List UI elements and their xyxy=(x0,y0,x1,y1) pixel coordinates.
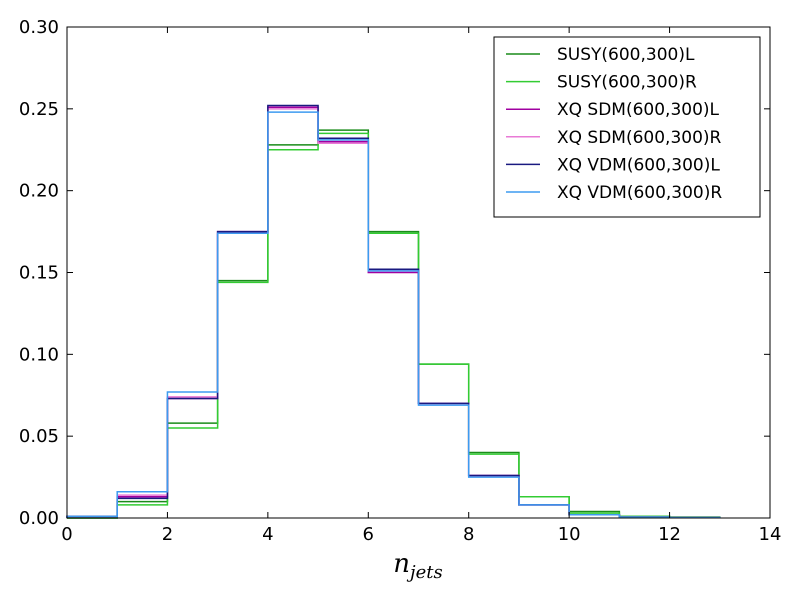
x-tick-label: 12 xyxy=(658,524,681,545)
legend-label-3: XQ SDM(600,300)L xyxy=(557,100,720,120)
x-axis-label-subscript: jets xyxy=(406,562,443,583)
y-tick-label: 0.00 xyxy=(19,508,59,529)
series-line-6 xyxy=(66,111,721,519)
x-axis-label-base: n xyxy=(393,549,410,579)
x-tick-label: 8 xyxy=(463,524,474,545)
x-tick-label: 14 xyxy=(759,524,782,545)
y-tick-label: 0.15 xyxy=(19,263,59,284)
legend-label-5: XQ VDM(600,300)L xyxy=(557,155,720,175)
x-tick-label: 2 xyxy=(162,524,173,545)
legend-label-6: XQ VDM(600,300)R xyxy=(557,183,722,203)
ticks-layer: 0 2 4 6 8 10 12 14 0.00 0.05 0.10 0.15 0.20 0.25 0.30 xyxy=(19,17,782,545)
legend-label-2: SUSY(600,300)R xyxy=(557,73,697,93)
x-tick-label: 10 xyxy=(558,524,581,545)
y-tick-label: 0.05 xyxy=(19,426,59,447)
y-tick-label: 0.10 xyxy=(19,344,59,365)
series-layer xyxy=(66,104,721,519)
legend: SUSY(600,300)L SUSY(600,300)R XQ SDM(600,3… xyxy=(493,36,761,218)
y-tick-label: 0.20 xyxy=(19,181,59,202)
y-tick-label: 0.25 xyxy=(19,99,59,120)
legend-box xyxy=(493,36,761,218)
x-axis-label: njets xyxy=(393,549,442,583)
x-tick-label: 0 xyxy=(61,524,72,545)
x-tick-label: 6 xyxy=(363,524,374,545)
legend-label-1: SUSY(600,300)L xyxy=(557,45,695,65)
legend-label-4: XQ SDM(600,300)R xyxy=(557,128,722,148)
y-tick-label: 0.30 xyxy=(19,17,59,38)
x-tick-label: 4 xyxy=(262,524,273,545)
